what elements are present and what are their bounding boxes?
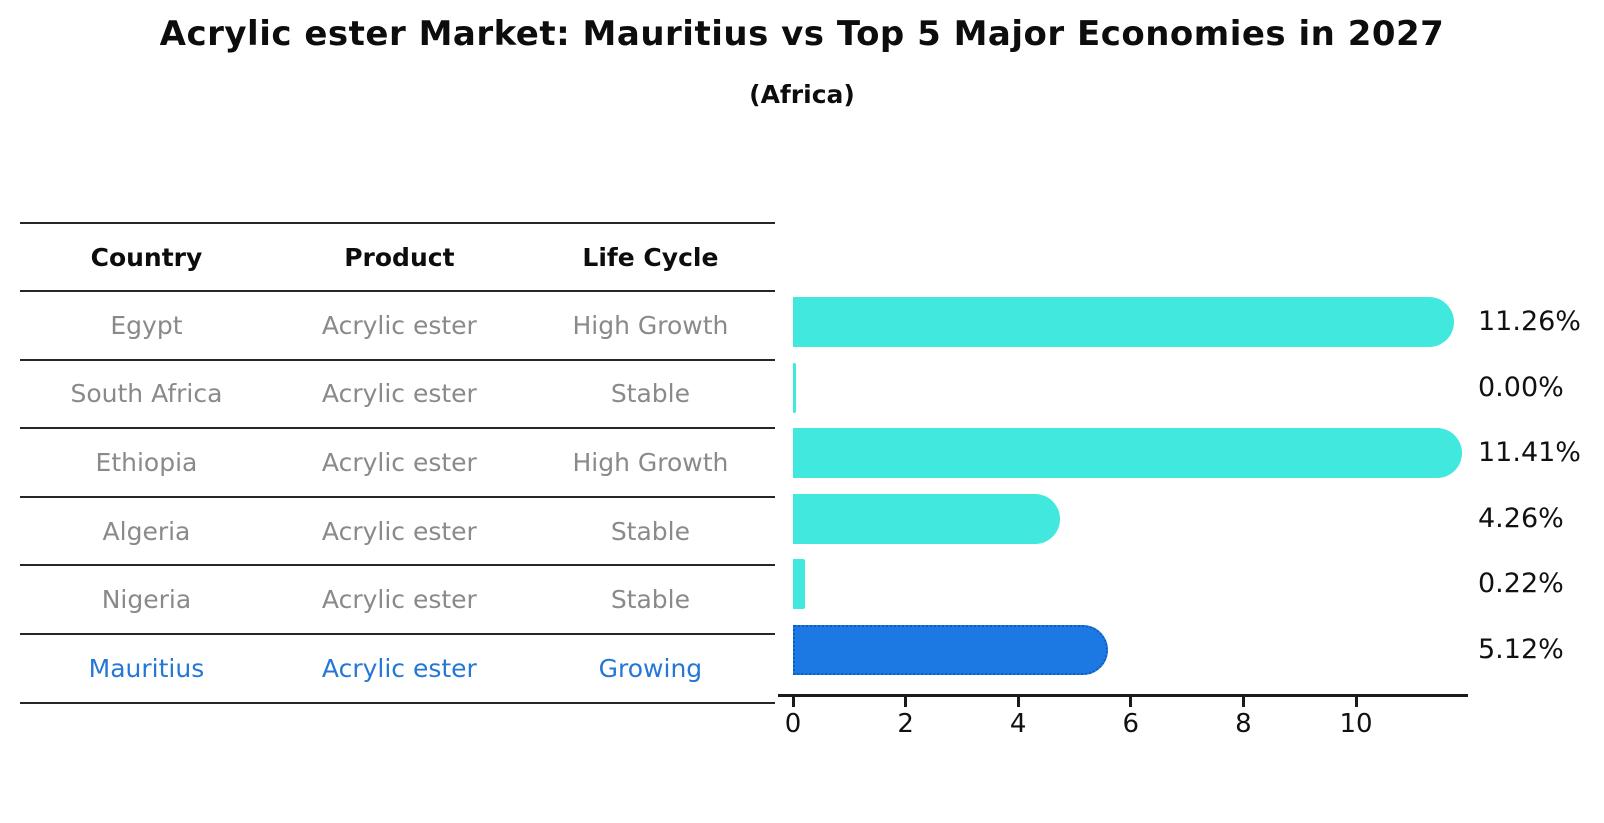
- bar-row-south-africa: 0.00%: [778, 363, 1604, 413]
- tick-label: 4: [1009, 709, 1027, 739]
- tick-mark: [1016, 697, 1020, 707]
- bar-egypt: [793, 297, 1454, 347]
- tick-label: 0: [784, 709, 802, 739]
- table-row: Egypt Acrylic ester High Growth: [20, 292, 775, 361]
- bar-nigeria: [793, 559, 806, 609]
- bar-row-ethiopia: 11.41%: [778, 428, 1604, 478]
- value-label: 11.26%: [1478, 306, 1581, 337]
- chart-title: Acrylic ester Market: Mauritius vs Top 5…: [159, 14, 1445, 54]
- bar-row-algeria: 4.26%: [778, 494, 1604, 544]
- cell-product: Acrylic ester: [321, 379, 477, 409]
- table-header-row: Country Product Life Cycle: [20, 224, 775, 292]
- cell-product: Acrylic ester: [321, 585, 477, 615]
- country-table: Country Product Life Cycle Egypt Acrylic…: [20, 222, 775, 704]
- tick-label: 2: [897, 709, 914, 739]
- cell-life-cycle: Growing: [598, 653, 703, 683]
- tick-label: 8: [1235, 709, 1252, 739]
- cell-country: Nigeria: [101, 585, 192, 615]
- bar-mauritius-highlighted: [793, 625, 1109, 675]
- header-product: Product: [344, 242, 455, 272]
- tick-label: 10: [1339, 709, 1373, 739]
- cell-life-cycle: High Growth: [572, 310, 729, 340]
- bar-ethiopia: [793, 428, 1463, 478]
- table-row: Ethiopia Acrylic ester High Growth: [20, 429, 775, 498]
- tick-mark: [1241, 697, 1245, 707]
- bar-row-nigeria: 0.22%: [778, 559, 1604, 609]
- bar-south-africa: [793, 363, 796, 413]
- table-row-mauritius: Mauritius Acrylic ester Growing: [20, 635, 775, 704]
- table-row: South Africa Acrylic ester Stable: [20, 361, 775, 430]
- table-row: Algeria Acrylic ester Stable: [20, 498, 775, 567]
- table-row: Nigeria Acrylic ester Stable: [20, 566, 775, 635]
- cell-product: Acrylic ester: [321, 653, 477, 683]
- tick-label: 6: [1122, 709, 1140, 739]
- value-label: 4.26%: [1478, 503, 1564, 534]
- value-label: 0.00%: [1478, 372, 1564, 403]
- bar-chart: 11.26% 0.00% 11.41% 4.26% 0.22% 5.12% 0: [778, 0, 1604, 823]
- cell-product: Acrylic ester: [321, 516, 477, 546]
- tick-mark: [1354, 697, 1358, 707]
- chart-subtitle: (Africa): [749, 80, 855, 109]
- bar-row-egypt: 11.26%: [778, 297, 1604, 347]
- cell-country: South Africa: [70, 379, 223, 409]
- bar-algeria: [793, 494, 1060, 544]
- bar-row-mauritius: 5.12%: [778, 625, 1604, 675]
- value-label: 11.41%: [1478, 437, 1581, 468]
- cell-country: Mauritius: [88, 653, 205, 683]
- cell-country: Ethiopia: [95, 447, 198, 477]
- value-label: 5.12%: [1478, 634, 1564, 665]
- tick-mark: [904, 697, 908, 707]
- cell-product: Acrylic ester: [321, 447, 477, 477]
- cell-life-cycle: Stable: [610, 516, 690, 546]
- x-axis-line: [778, 694, 1468, 697]
- value-label: 0.22%: [1478, 568, 1564, 599]
- tick-mark: [1129, 697, 1133, 707]
- tick-mark: [791, 697, 795, 707]
- cell-country: Egypt: [110, 310, 183, 340]
- header-country: Country: [90, 242, 203, 272]
- header-life-cycle: Life Cycle: [582, 242, 719, 272]
- cell-life-cycle: High Growth: [572, 447, 729, 477]
- cell-life-cycle: Stable: [610, 379, 690, 409]
- cell-country: Algeria: [102, 516, 191, 546]
- cell-product: Acrylic ester: [321, 310, 477, 340]
- cell-life-cycle: Stable: [610, 585, 690, 615]
